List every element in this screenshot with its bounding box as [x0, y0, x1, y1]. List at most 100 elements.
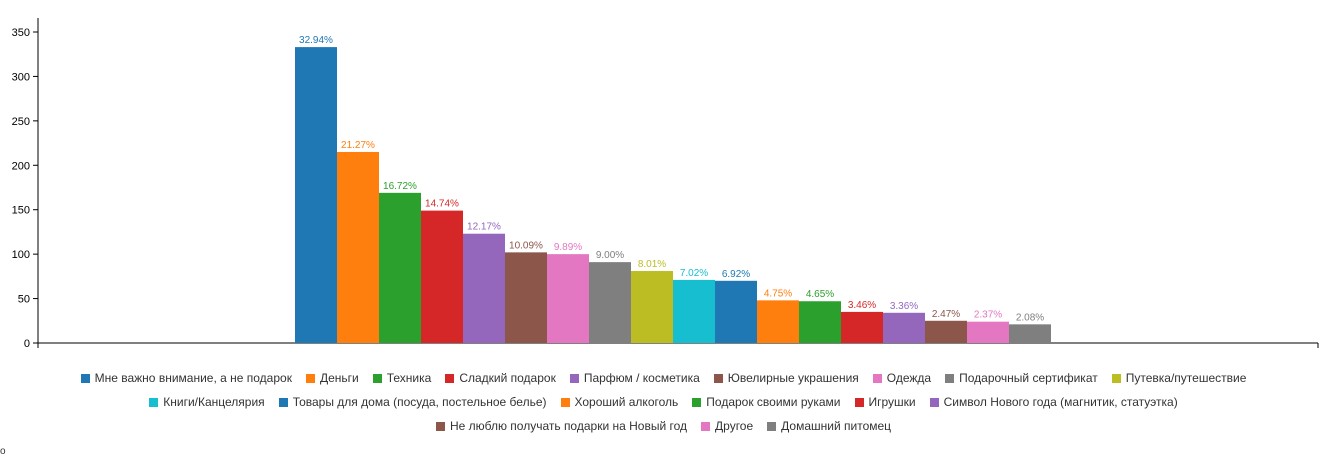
bar-data-label: 32.94%: [299, 35, 333, 46]
legend-label: Подарочный сертификат: [959, 371, 1098, 385]
legend-swatch: [854, 397, 864, 407]
legend-swatch: [372, 373, 382, 383]
legend-label: Игрушки: [868, 395, 916, 409]
bar-data-label: 9.00%: [596, 250, 624, 261]
legend-row: Мне важно внимание, а не подарок Деньги Те…: [74, 366, 1254, 390]
legend-item[interactable]: Техника: [372, 371, 432, 385]
legend-item[interactable]: Сладкий подарок: [445, 371, 556, 385]
x-axis: [37, 342, 1319, 348]
legend-item[interactable]: Товары для дома (посуда, постельное бель…: [278, 395, 547, 409]
bar: [463, 233, 505, 343]
bars: [295, 47, 1051, 343]
bar-data-label: 2.47%: [932, 309, 960, 320]
bar: [295, 47, 337, 343]
legend-swatch: [435, 421, 445, 431]
legend-item[interactable]: Одежда: [872, 371, 932, 385]
bar-data-label: 4.65%: [806, 289, 834, 300]
legend-label: Домашний питомец: [781, 419, 892, 433]
legend-label: Товары для дома (посуда, постельное бель…: [292, 395, 547, 409]
y-axis: 0 50 100 150 200 250 300 350: [12, 18, 39, 350]
legend-label: Техника: [386, 371, 432, 385]
bar: [1009, 324, 1051, 343]
bar: [715, 280, 757, 343]
y-tick-label: 150: [12, 205, 30, 217]
legend-item[interactable]: Мне важно внимание, а не подарок: [80, 371, 292, 385]
legend-swatch: [767, 421, 777, 431]
bar-data-label: 3.36%: [890, 301, 918, 312]
bar-data-label: 2.08%: [1016, 312, 1044, 323]
bar-data-label: 14.74%: [425, 199, 459, 210]
legend-item[interactable]: Домашний питомец: [767, 419, 891, 433]
legend-label: Символ Нового года (магнитик, статуэтка): [943, 395, 1178, 409]
bar-data-label: 10.09%: [509, 240, 543, 251]
bar: [673, 279, 715, 343]
legend-label: Деньги: [319, 371, 359, 385]
legend-item[interactable]: Деньги: [305, 371, 359, 385]
bar: [589, 262, 631, 343]
legend-swatch: [692, 397, 702, 407]
legend-label: Не люблю получать подарки на Новый год: [449, 419, 688, 433]
y-tick-label: 200: [12, 160, 30, 172]
corner-text: o: [0, 446, 6, 457]
bar: [967, 321, 1009, 343]
legend-item[interactable]: Подарочный сертификат: [945, 371, 1098, 385]
legend-row: Не люблю получать подарки на Новый год Др…: [429, 414, 898, 438]
y-tick-label: 300: [12, 71, 30, 83]
legend-item[interactable]: Хороший алкоголь: [560, 395, 679, 409]
legend-label: Подарок своими руками: [706, 395, 841, 409]
y-tick-label: 50: [18, 294, 30, 306]
legend-label: Ювелирные украшения: [727, 371, 859, 385]
legend-swatch: [701, 421, 711, 431]
bar-data-label: 21.27%: [341, 140, 375, 151]
legend-label: Другое: [715, 419, 754, 433]
bar: [379, 192, 421, 343]
bar: [799, 301, 841, 343]
bar-data-label: 8.01%: [638, 259, 666, 270]
bar-labels: 32.94% 21.27% 16.72% 14.74% 12.17% 10.09% 9.89…: [299, 35, 1044, 323]
bar-data-label: 16.72%: [383, 181, 417, 192]
bar-data-label: 7.02%: [680, 268, 708, 279]
legend-item[interactable]: Другое: [701, 419, 753, 433]
legend-item[interactable]: Путевка/путешествие: [1111, 371, 1247, 385]
legend-row: Книги/Канцелярия Товары для дома (посуда,…: [142, 390, 1184, 414]
legend-swatch: [560, 397, 570, 407]
legend-label: Сладкий подарок: [459, 371, 556, 385]
bar: [505, 252, 547, 343]
bar-data-label: 4.75%: [764, 288, 792, 299]
bar: [631, 271, 673, 343]
bar-data-label: 3.46%: [848, 300, 876, 311]
bar: [421, 210, 463, 343]
legend-item[interactable]: Ювелирные украшения: [713, 371, 859, 385]
legend-label: Парфюм / косметика: [583, 371, 700, 385]
bar: [547, 254, 589, 343]
legend-swatch: [569, 373, 579, 383]
legend-item[interactable]: Книги/Канцелярия: [149, 395, 265, 409]
legend-label: Путевка/путешествие: [1125, 371, 1247, 385]
legend-swatch: [929, 397, 939, 407]
bar-data-label: 12.17%: [467, 222, 501, 233]
legend-swatch: [945, 373, 955, 383]
legend-swatch: [278, 397, 288, 407]
y-tick-label: 0: [24, 338, 30, 350]
legend-item[interactable]: Символ Нового года (магнитик, статуэтка): [929, 395, 1178, 409]
legend-swatch: [713, 373, 723, 383]
legend-label: Одежда: [886, 371, 932, 385]
legend-item[interactable]: Игрушки: [854, 395, 916, 409]
legend-item[interactable]: Подарок своими руками: [692, 395, 841, 409]
legend-label: Хороший алкоголь: [574, 395, 679, 409]
bar-chart: 0 50 100 150 200 250 300 350 32.94% 21.27% 16.72%…: [12, 18, 1319, 350]
y-tick-label: 350: [12, 27, 30, 39]
bar: [841, 311, 883, 343]
legend-label: Мне важно внимание, а не подарок: [94, 371, 292, 385]
legend-swatch: [149, 397, 159, 407]
legend-swatch: [872, 373, 882, 383]
legend-swatch: [80, 373, 90, 383]
legend-item[interactable]: Парфюм / косметика: [569, 371, 700, 385]
y-tick-label: 100: [12, 249, 30, 261]
bar-data-label: 2.37%: [974, 310, 1002, 321]
bar: [925, 320, 967, 343]
bar: [337, 151, 379, 343]
bar: [757, 300, 799, 343]
legend-item[interactable]: Не люблю получать подарки на Новый год: [435, 419, 688, 433]
y-tick-label: 250: [12, 116, 30, 128]
